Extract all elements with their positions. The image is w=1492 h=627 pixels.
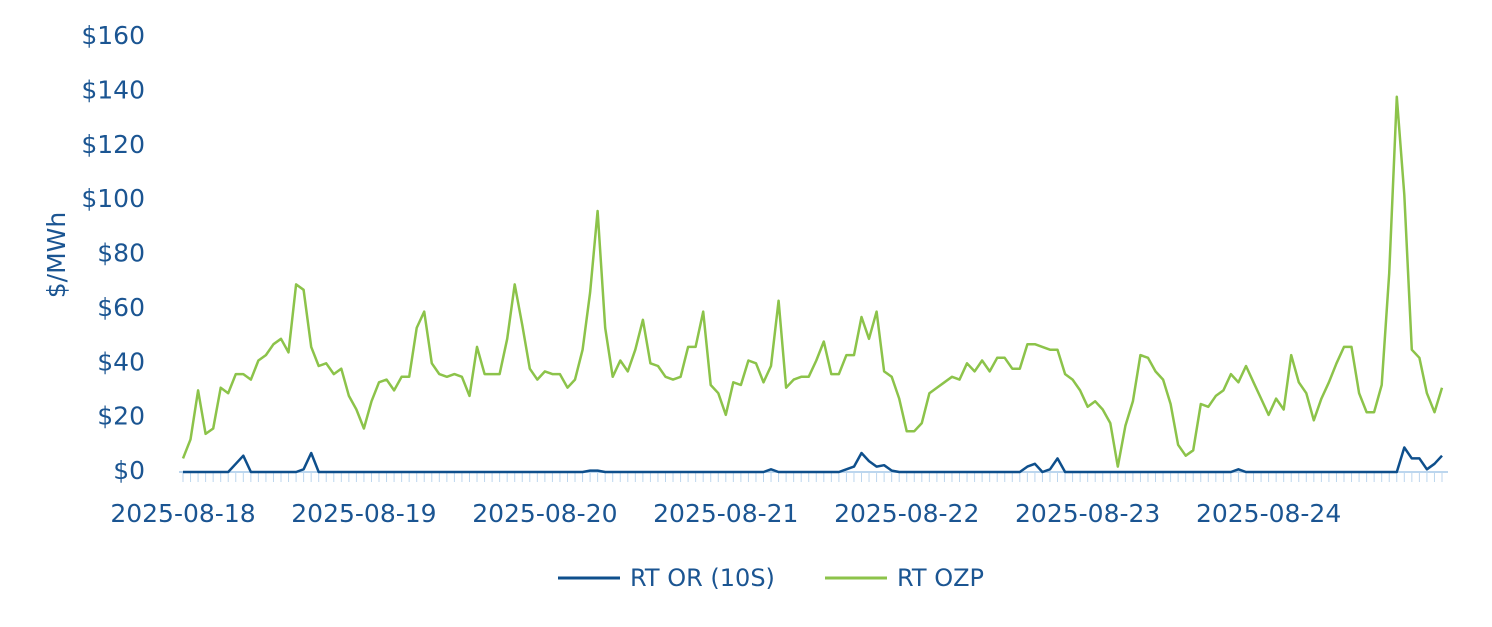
y-tick-label: $60 [97,293,145,322]
y-tick-label: $40 [97,347,145,376]
y-tick-label: $20 [97,402,145,431]
x-tick-label: 2025-08-24 [1196,499,1341,528]
y-tick-label: $100 [81,184,145,213]
x-tick-label: 2025-08-19 [291,499,436,528]
legend-label: RT OZP [897,564,984,592]
x-tick-label: 2025-08-20 [472,499,617,528]
y-axis-title: $/MWh [42,212,71,298]
y-tick-label: $80 [97,239,145,268]
y-tick-label: $120 [81,130,145,159]
y-tick-label: $160 [81,21,145,50]
series-line [181,95,1444,468]
x-tick-label: 2025-08-18 [110,499,255,528]
x-tick-label: 2025-08-23 [1015,499,1160,528]
y-tick-label: $0 [113,456,145,485]
x-tick-label: 2025-08-21 [653,499,798,528]
x-tick-label: 2025-08-22 [834,499,979,528]
series-line [183,446,1443,474]
legend-label: RT OR (10S) [630,564,775,592]
y-tick-label: $140 [81,75,145,104]
